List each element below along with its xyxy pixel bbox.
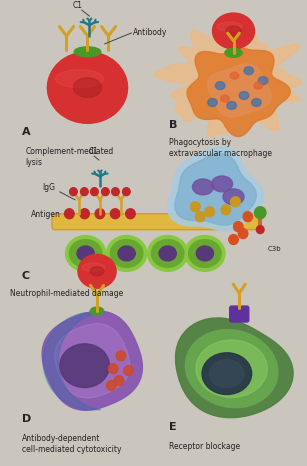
Text: Antigen: Antigen [31, 210, 61, 219]
Circle shape [238, 229, 248, 239]
Circle shape [255, 207, 266, 219]
Ellipse shape [217, 22, 242, 31]
Circle shape [80, 188, 88, 196]
Circle shape [191, 202, 200, 212]
Ellipse shape [226, 26, 241, 36]
Ellipse shape [56, 70, 103, 88]
Ellipse shape [254, 82, 262, 89]
Ellipse shape [227, 102, 236, 110]
Ellipse shape [73, 78, 102, 97]
Circle shape [111, 209, 120, 219]
Polygon shape [176, 318, 293, 418]
Ellipse shape [258, 76, 268, 85]
Text: Antibody-dependent
cell-mediated cytotoxicity: Antibody-dependent cell-mediated cytotox… [21, 434, 121, 453]
Ellipse shape [107, 236, 147, 271]
Ellipse shape [230, 72, 239, 79]
Circle shape [243, 212, 253, 222]
Circle shape [256, 226, 264, 233]
Circle shape [126, 209, 135, 219]
Text: C: C [21, 271, 30, 281]
Text: Neutrophil-mediated damage: Neutrophil-mediated damage [10, 289, 123, 298]
Circle shape [80, 209, 89, 219]
Circle shape [64, 209, 74, 219]
Circle shape [114, 376, 124, 385]
Ellipse shape [159, 246, 176, 261]
Ellipse shape [192, 179, 213, 195]
Text: Antibody: Antibody [133, 28, 168, 37]
Circle shape [107, 381, 116, 391]
Ellipse shape [82, 263, 105, 271]
Text: Receptor blockage: Receptor blockage [169, 442, 240, 451]
Ellipse shape [225, 48, 242, 57]
Ellipse shape [216, 82, 225, 89]
Circle shape [122, 188, 130, 196]
Ellipse shape [74, 47, 101, 57]
Circle shape [112, 188, 119, 196]
Polygon shape [185, 329, 278, 408]
Polygon shape [154, 19, 302, 137]
Polygon shape [42, 311, 142, 410]
Circle shape [234, 222, 243, 232]
Ellipse shape [208, 98, 217, 106]
Ellipse shape [118, 246, 135, 261]
Text: D: D [21, 414, 31, 425]
Polygon shape [196, 340, 267, 397]
FancyBboxPatch shape [52, 214, 261, 230]
Ellipse shape [185, 236, 225, 271]
Circle shape [102, 188, 109, 196]
Circle shape [70, 188, 77, 196]
Ellipse shape [78, 254, 116, 288]
Ellipse shape [69, 240, 102, 267]
Ellipse shape [148, 236, 188, 271]
Circle shape [124, 366, 133, 376]
Ellipse shape [60, 344, 109, 388]
Text: C3b: C3b [268, 247, 282, 253]
Text: C1: C1 [88, 147, 99, 156]
Ellipse shape [47, 52, 128, 123]
Circle shape [95, 209, 105, 219]
Ellipse shape [77, 246, 94, 261]
Ellipse shape [189, 240, 221, 267]
Circle shape [221, 205, 231, 215]
Ellipse shape [212, 176, 233, 192]
Ellipse shape [196, 246, 213, 261]
Ellipse shape [151, 240, 184, 267]
Ellipse shape [202, 353, 252, 395]
Ellipse shape [65, 236, 106, 271]
Ellipse shape [223, 189, 244, 205]
Polygon shape [55, 323, 130, 398]
FancyBboxPatch shape [230, 306, 249, 322]
Ellipse shape [239, 91, 249, 100]
Circle shape [116, 351, 126, 361]
Text: A: A [21, 127, 30, 137]
Text: IgG: IgG [43, 183, 56, 192]
Polygon shape [175, 154, 256, 225]
Polygon shape [207, 64, 271, 117]
Ellipse shape [252, 98, 261, 106]
Circle shape [91, 188, 98, 196]
Ellipse shape [244, 67, 254, 75]
Ellipse shape [111, 240, 143, 267]
Ellipse shape [212, 13, 255, 49]
Text: B: B [169, 120, 177, 130]
Circle shape [231, 197, 240, 207]
Polygon shape [187, 48, 290, 137]
Ellipse shape [90, 307, 104, 315]
Circle shape [205, 207, 214, 217]
Polygon shape [168, 147, 264, 231]
Ellipse shape [210, 360, 244, 388]
Text: Complement-mediated
lysis: Complement-mediated lysis [25, 147, 114, 166]
Ellipse shape [90, 267, 104, 276]
Text: Phagocytosis by
extravascular macrophage: Phagocytosis by extravascular macrophage [169, 138, 272, 158]
Text: E: E [169, 422, 176, 432]
Text: C1: C1 [72, 1, 82, 10]
Circle shape [195, 212, 205, 222]
Ellipse shape [221, 95, 229, 102]
Circle shape [229, 234, 238, 245]
Circle shape [108, 363, 118, 374]
